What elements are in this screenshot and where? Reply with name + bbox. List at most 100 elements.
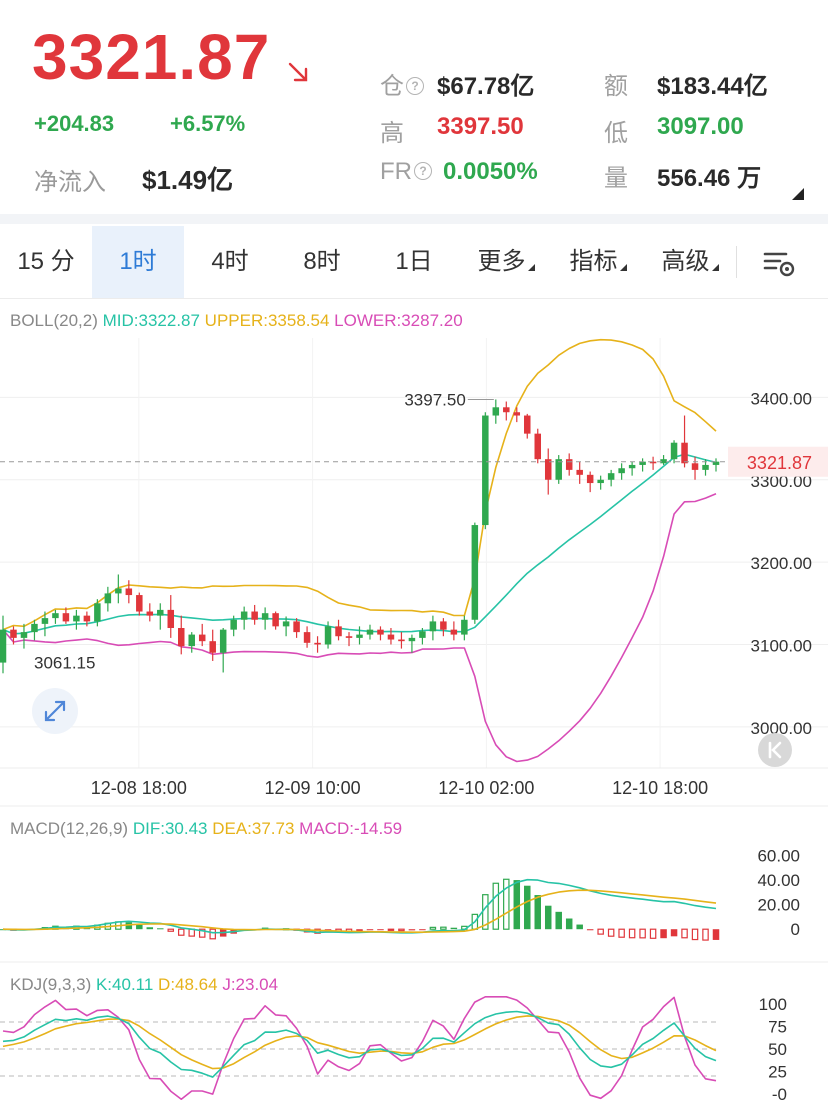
tab-8h[interactable]: 8时 <box>303 248 341 275</box>
candle <box>41 618 49 624</box>
kline-chart-area[interactable]: BOLL(20,2) MID:3322.87 UPPER:3358.54 LOW… <box>0 298 828 1119</box>
macd-dea-line <box>2 889 717 934</box>
macd-y-tick: 60.00 <box>757 846 800 865</box>
tab-4h[interactable]: 4时 <box>211 248 249 275</box>
kdj-y-tick: 50 <box>768 1040 787 1059</box>
candle <box>660 459 667 464</box>
high-value: 3397.50 <box>437 113 524 140</box>
tab-separator <box>736 246 737 278</box>
netflow-value: $1.49亿 <box>142 165 234 195</box>
candle <box>670 442 678 460</box>
boll-legend: BOLL(20,2) MID:3322.87 UPPER:3358.54 LOW… <box>10 311 463 330</box>
candle <box>628 464 636 469</box>
macd-bar <box>125 922 133 930</box>
boll-lower-line <box>2 492 717 763</box>
candle <box>167 609 175 628</box>
y-tick-label: 3400.00 <box>751 389 812 408</box>
candle <box>597 479 604 484</box>
help-icon[interactable]: ? <box>414 162 432 180</box>
candle <box>440 621 447 630</box>
macd-bar <box>387 928 395 931</box>
macd-bar <box>670 929 678 937</box>
open-interest-label: 仓? <box>380 66 424 101</box>
y-tick-label: 3100.00 <box>751 636 812 655</box>
candle <box>303 632 311 643</box>
tab-1d[interactable]: 1日 <box>395 248 433 275</box>
boll-upper-line <box>2 338 717 631</box>
low-label: 低 <box>604 120 628 147</box>
macd-bar <box>198 928 206 938</box>
open-interest-value: $67.78亿 <box>437 73 535 100</box>
help-icon[interactable]: ? <box>406 77 424 95</box>
candle <box>377 629 384 635</box>
macd-bar <box>136 924 143 930</box>
boll-legend-item: LOWER:3287.20 <box>329 311 462 330</box>
candle <box>681 442 688 464</box>
macd-bar <box>366 929 374 931</box>
macd-bar <box>157 928 164 930</box>
macd-legend-item: MACD(12,26,9) <box>10 819 128 838</box>
candle <box>544 459 552 480</box>
candle <box>83 615 91 622</box>
candle <box>503 407 510 413</box>
candle <box>219 629 227 653</box>
volume-label: 量 <box>604 165 628 192</box>
candle <box>712 461 720 465</box>
candle <box>534 433 542 460</box>
candle <box>104 593 112 604</box>
tab-15m[interactable]: 15 分 <box>17 248 75 275</box>
low-value: 3097.00 <box>657 113 744 140</box>
jump-to-latest-button[interactable] <box>758 733 792 767</box>
candle <box>492 407 500 416</box>
candle <box>0 629 7 663</box>
macd-bar <box>649 928 657 939</box>
kdj-legend: KDJ(9,3,3) K:40.11 D:48.64 J:23.04 <box>10 975 278 994</box>
kdj-legend-item: J:23.04 <box>218 975 279 994</box>
candle <box>586 474 594 484</box>
tab-indicators[interactable]: 指标 <box>552 226 644 298</box>
candle <box>691 463 699 470</box>
candle <box>230 619 237 630</box>
macd-bar <box>660 929 667 939</box>
macd-bar <box>419 929 426 931</box>
macd-bar <box>607 928 615 937</box>
macd-bar <box>177 928 185 936</box>
section-divider <box>0 214 828 224</box>
fullscreen-button[interactable] <box>32 688 78 734</box>
tab-more[interactable]: 更多 <box>460 226 552 298</box>
candle <box>387 634 395 640</box>
candle <box>73 615 80 622</box>
macd-bar <box>429 926 437 930</box>
funding-rate-label: FR? <box>380 158 432 186</box>
kdj-d-line <box>2 1015 717 1070</box>
candle <box>125 588 133 596</box>
macd-bar <box>209 928 216 940</box>
candle <box>450 629 458 635</box>
candle <box>482 415 489 526</box>
macd-dif-line <box>2 878 717 934</box>
boll-legend-item: BOLL(20,2) <box>10 311 98 330</box>
macd-legend-item: MACD:-14.59 <box>294 819 402 838</box>
volume-value: 556.46 万 <box>657 165 762 192</box>
candle <box>398 639 405 642</box>
high-marker-label: 3397.50 <box>404 390 465 409</box>
candle <box>188 634 195 647</box>
macd-bar <box>356 929 363 932</box>
expand-arrows-icon <box>44 700 66 722</box>
y-tick-label: 3200.00 <box>751 554 812 573</box>
macd-bar <box>146 927 154 930</box>
candle <box>261 613 269 620</box>
candle <box>607 473 615 480</box>
expand-stats-triangle-icon[interactable] <box>792 188 804 200</box>
tab-1h[interactable]: 1时 <box>92 226 184 298</box>
boll-legend-item: MID:3322.87 <box>98 311 200 330</box>
macd-bar <box>681 928 688 939</box>
macd-bar <box>618 928 625 938</box>
candle <box>524 415 531 434</box>
macd-bar <box>597 928 604 935</box>
chart-settings-icon[interactable] <box>762 248 798 278</box>
tab-advanced[interactable]: 高级 <box>644 226 736 298</box>
candle <box>10 629 17 638</box>
current-price-label: 3321.87 <box>747 453 812 473</box>
candle <box>513 412 521 416</box>
